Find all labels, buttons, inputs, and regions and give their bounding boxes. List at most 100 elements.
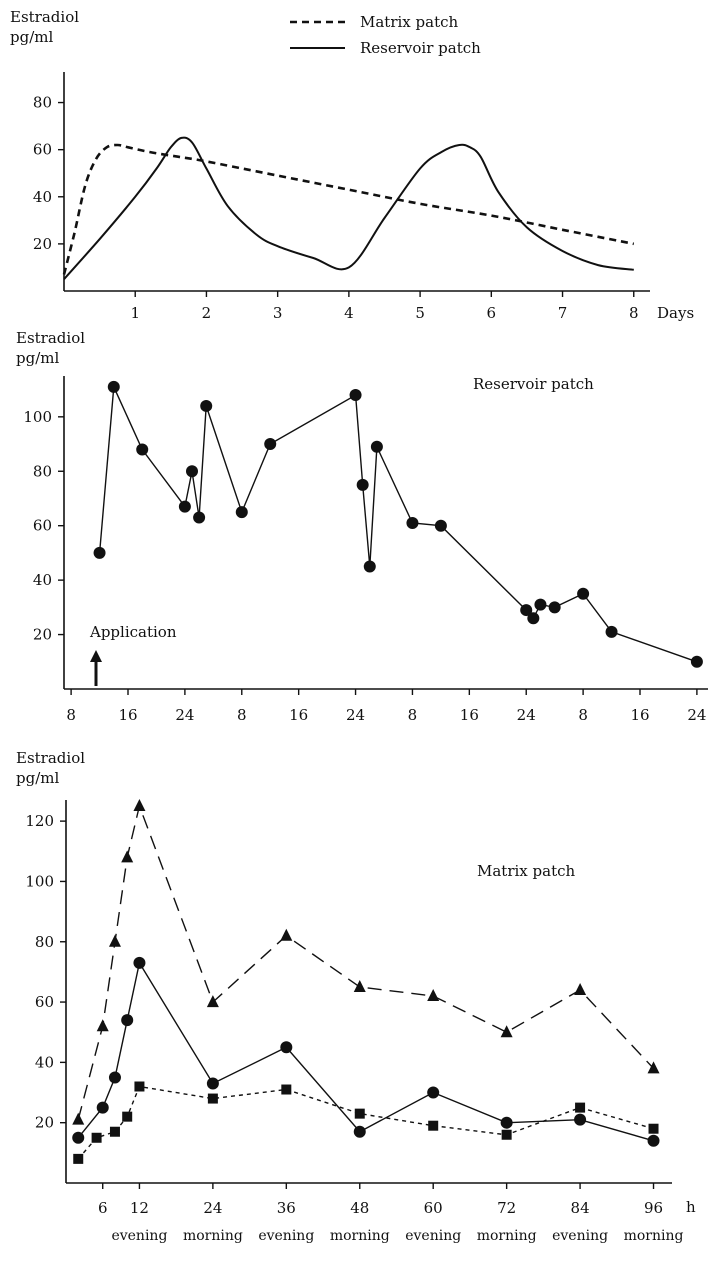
p2-data-point xyxy=(186,465,198,478)
p2-data-point xyxy=(406,516,419,529)
p3-triangle-point xyxy=(500,1025,513,1038)
p3-circle-point xyxy=(647,1134,660,1147)
p1-ytick-label: 20 xyxy=(33,235,52,253)
p3-xtick-label: 6 xyxy=(98,1199,108,1217)
p3-xtick-label: 48 xyxy=(350,1199,369,1217)
p3-xtick-sublabel: morning xyxy=(330,1228,390,1244)
p3-triangle-point xyxy=(96,1019,109,1032)
p2-lines xyxy=(93,380,703,668)
p2-ylabel-line1: Estradiol xyxy=(16,329,85,347)
p2-xtick-label: 8 xyxy=(66,706,76,724)
p1-xtick-label: 5 xyxy=(415,304,425,322)
p3-ytick-label: 20 xyxy=(35,1114,54,1132)
p1-xtick-label: 2 xyxy=(202,304,212,322)
p2-xtick-label: 8 xyxy=(237,706,247,724)
p2-xtick-label: 16 xyxy=(289,706,308,724)
p3-circle-point xyxy=(427,1086,440,1099)
p2-data-point xyxy=(356,478,369,491)
p1-ylabel-line2: pg/ml xyxy=(10,28,53,46)
p2-xtick-label: 16 xyxy=(460,706,479,724)
p3-ylabel-line2: pg/ml xyxy=(16,769,59,787)
p3-series-square-line xyxy=(77,1085,654,1160)
p3-ytick-label: 40 xyxy=(35,1053,54,1071)
p2-ytick-label: 40 xyxy=(33,571,52,589)
p3-xtick-sublabel: morning xyxy=(183,1228,243,1244)
p2-data-point xyxy=(264,438,277,451)
p1-ytick-label: 80 xyxy=(33,94,52,112)
p2-data-point xyxy=(235,506,248,519)
p2-ytick-label: 20 xyxy=(33,626,52,644)
p3-ytick-label: 80 xyxy=(35,933,54,951)
p3-xtick-label: 60 xyxy=(424,1199,443,1217)
p3-ylabel-line1: Estradiol xyxy=(16,749,85,767)
p3-xtick-label: 12 xyxy=(130,1199,149,1217)
p1-xtick-label: 7 xyxy=(558,304,568,322)
p2-data-point xyxy=(527,612,540,625)
p3-triangle-point xyxy=(133,799,146,812)
p2-data-point xyxy=(534,598,547,611)
p2-ylabel-line2: pg/ml xyxy=(16,349,59,367)
p3-xtick-label: 72 xyxy=(497,1199,516,1217)
p2-data-point xyxy=(349,389,362,402)
p2-xtick-label: 24 xyxy=(517,706,536,724)
p3-circle-point xyxy=(206,1077,219,1090)
p2-data-point xyxy=(520,604,533,617)
p3-square-point xyxy=(281,1084,292,1095)
p2-arrow-icon xyxy=(90,650,102,686)
p3-circle-point xyxy=(72,1131,85,1144)
p2-data-point xyxy=(363,560,376,573)
p3-circle-point xyxy=(108,1071,121,1084)
p3-triangle-point xyxy=(280,928,293,941)
p3-xtick-label: 36 xyxy=(277,1199,296,1217)
p3-square-point xyxy=(575,1102,586,1113)
p3-circle-point xyxy=(121,1014,134,1027)
p3-triangle-point xyxy=(206,995,219,1008)
p3-ticks: 20 40 60 80 100 120 6 12 evening 24 morning 36 eveni… xyxy=(25,812,683,1244)
p3-xtick-sublabel: morning xyxy=(624,1228,684,1244)
p3-series-triangle-line xyxy=(77,803,655,1120)
p3-triangle-point xyxy=(72,1112,85,1125)
p2-ticks: 20 40 60 80 100 8 16 24 8 16 24 8 16 24 8 16 24 xyxy=(23,408,706,724)
p1-lines xyxy=(62,136,635,280)
p3-square-point xyxy=(109,1126,120,1137)
p2-xtick-label: 24 xyxy=(346,706,365,724)
p1-series-reservoir-line xyxy=(63,136,634,280)
p2-ytick-label: 60 xyxy=(33,517,52,535)
p2-data-point xyxy=(193,511,206,524)
p1-ytick-label: 40 xyxy=(33,188,52,206)
p2-ytick-label: 80 xyxy=(33,462,52,480)
p3-square-point xyxy=(91,1132,102,1143)
p3-square-point xyxy=(648,1123,659,1134)
p3-xtick-sublabel: evening xyxy=(111,1228,167,1244)
p3-square-point xyxy=(207,1093,218,1104)
p1-xlabel: Days xyxy=(657,304,694,322)
p3-circle-point xyxy=(500,1116,513,1129)
p3-square-point xyxy=(73,1153,84,1164)
p2-data-point xyxy=(200,399,213,412)
p3-ytick-label: 100 xyxy=(25,872,54,890)
p3-square-point xyxy=(428,1120,439,1131)
p3-square-point xyxy=(501,1129,512,1140)
p3-xtick-label: 24 xyxy=(203,1199,222,1217)
p2-data-point xyxy=(690,655,703,668)
p1-xtick-label: 8 xyxy=(629,304,639,322)
p1-series-matrix-line xyxy=(62,143,635,275)
p3-xtick-label: 96 xyxy=(644,1199,663,1217)
p2-annotation: Application xyxy=(89,623,177,641)
p1-xtick-label: 3 xyxy=(273,304,283,322)
p3-xtick-sublabel: evening xyxy=(405,1228,461,1244)
p1-ticks: 20 40 60 80 1 2 3 4 5 6 7 8 xyxy=(33,94,639,322)
p3-triangle-point xyxy=(353,979,366,992)
p2-xtick-label: 8 xyxy=(578,706,588,724)
p2-xtick-label: 24 xyxy=(687,706,706,724)
p3-triangle-point xyxy=(574,983,587,995)
p3-triangle-point xyxy=(121,850,134,863)
panel-1-chart: Estradiol pg/ml Matrix patch Reservoir p… xyxy=(10,8,694,322)
p3-circle-point xyxy=(574,1113,587,1126)
p3-ytick-label: 60 xyxy=(35,993,54,1011)
p1-xtick-label: 1 xyxy=(130,304,140,322)
p2-xtick-label: 16 xyxy=(630,706,649,724)
p2-data-point xyxy=(93,546,106,559)
panel-3-chart: Estradiol pg/ml Matrix patch 20 40 60 80 100… xyxy=(16,749,696,1244)
p2-xtick-label: 24 xyxy=(175,706,194,724)
